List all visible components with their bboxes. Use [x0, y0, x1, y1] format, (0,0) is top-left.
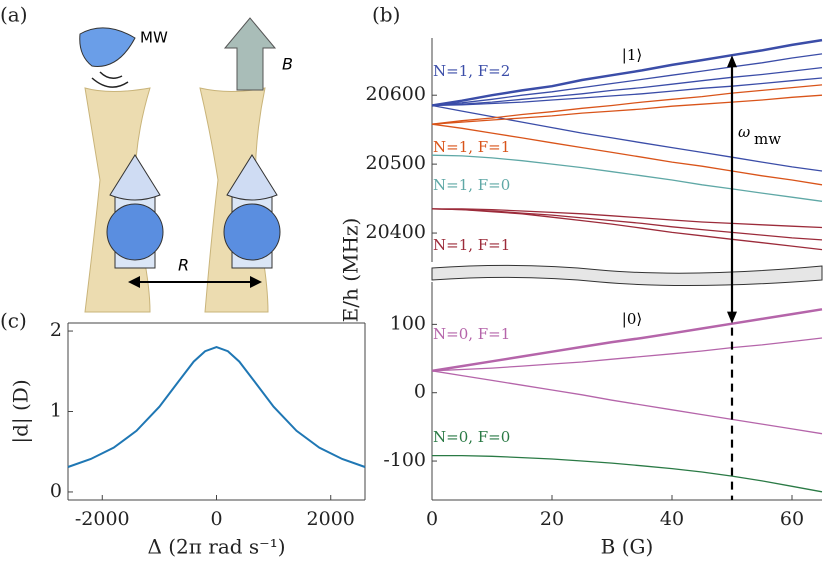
panel-a-diagram: MW B R [79, 17, 293, 313]
series-line [431, 370, 823, 435]
mw-label: MW [140, 29, 168, 47]
panel-label: (b) [372, 3, 400, 27]
annotation: ω [738, 123, 750, 141]
y-tick-label: 100 [390, 312, 426, 334]
series-line [431, 77, 823, 107]
b-arrow [223, 17, 277, 91]
series-line [431, 154, 823, 202]
molecule [106, 203, 164, 261]
y-tick-label: 0 [414, 381, 426, 403]
arrowhead [727, 55, 737, 68]
y-tick-label: 20400 [366, 221, 426, 243]
y-tick-label: 0 [50, 480, 62, 502]
series-line [431, 66, 823, 107]
annotation: N=1, F=0 [433, 176, 510, 194]
annotation: N=0, F=0 [433, 428, 510, 446]
x-tick-label: 2000 [307, 508, 355, 530]
series-line [431, 208, 823, 241]
panel-label: (a) [0, 3, 28, 27]
molecule [223, 203, 281, 261]
cone [109, 154, 161, 201]
series-line [431, 123, 823, 186]
x-tick-label: 40 [660, 508, 684, 530]
cone [226, 154, 278, 201]
series-line [431, 337, 823, 372]
annotation: |1⟩ [622, 46, 642, 64]
panel-label: (c) [0, 309, 27, 333]
annotation: N=1, F=2 [433, 62, 510, 80]
annotation: |0⟩ [622, 310, 642, 328]
series-line [67, 346, 366, 468]
series-line [431, 53, 823, 107]
x-tick-label: -2000 [75, 508, 130, 530]
y-tick-label: 20600 [366, 83, 426, 105]
series-line [431, 208, 823, 251]
annotation: N=1, F=1 [433, 236, 510, 254]
annotation: mw [754, 130, 781, 148]
series-line [432, 454, 823, 493]
b-label: B [282, 55, 293, 74]
annotation: N=1, F=1 [433, 138, 510, 156]
mw-waves [91, 71, 129, 88]
y-axis-label: |d| (D) [9, 379, 34, 443]
y-tick-label: 2 [50, 319, 62, 341]
arrowhead [727, 311, 737, 324]
axis-break [431, 264, 823, 287]
y-tick-label: 1 [50, 400, 62, 422]
x-tick-label: 0 [210, 508, 222, 530]
series-line [431, 84, 823, 125]
x-axis-label: B (G) [601, 535, 654, 559]
y-axis-label: E/h (MHz) [339, 218, 363, 323]
r-label: R [178, 256, 189, 275]
series-line [431, 94, 823, 125]
x-tick-label: 20 [540, 508, 564, 530]
y-tick-label: 20500 [366, 152, 426, 174]
series-line [431, 38, 823, 107]
mw-dish [79, 27, 136, 67]
x-tick-label: 60 [780, 508, 804, 530]
x-tick-label: 0 [426, 508, 438, 530]
x-axis-label: Δ (2π rad s⁻¹) [147, 535, 285, 559]
y-tick-label: -100 [383, 449, 426, 471]
annotation: N=0, F=1 [433, 325, 510, 343]
series-line [431, 308, 823, 373]
series-line [432, 208, 823, 229]
